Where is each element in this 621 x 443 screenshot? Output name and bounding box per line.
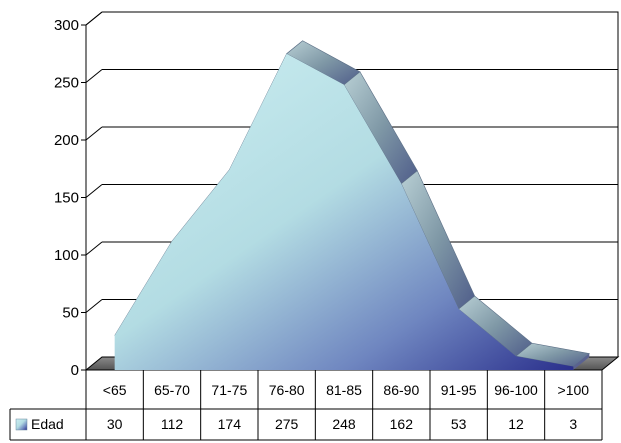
data-value-label: 53: [451, 416, 467, 432]
data-value-label: 275: [275, 416, 299, 432]
area-end-cap: [573, 353, 590, 370]
category-label: 65-70: [154, 382, 190, 398]
data-value-label: 162: [390, 416, 414, 432]
area-series: [114, 40, 591, 370]
data-value-label: 248: [332, 416, 356, 432]
gridline-depth: [85, 69, 103, 83]
y-tick-label: 100: [54, 247, 79, 264]
y-axis-depth: [85, 11, 103, 26]
data-table: <65 65-70 71-75 76-80 81-85 86-90 91-95 96-100 >…: [9, 370, 603, 441]
category-label: 91-95: [441, 382, 477, 398]
data-value-label: 112: [161, 416, 184, 432]
gridline-depth: [85, 241, 103, 256]
category-label: 96-100: [494, 382, 538, 398]
category-label: 81-85: [326, 382, 362, 398]
y-tick-label: 50: [62, 305, 79, 322]
y-axis-ticks: 0 50 100 150 200 250 300: [54, 17, 86, 379]
data-value-label: 3: [569, 416, 577, 432]
gridline-depth: [85, 126, 103, 141]
category-label: 71-75: [211, 382, 247, 398]
area-front-face: [114, 53, 574, 370]
category-label: >100: [558, 382, 590, 398]
y-tick-label: 0: [71, 362, 79, 379]
category-label: <65: [103, 382, 127, 398]
data-value-label: 174: [218, 416, 242, 432]
legend-swatch: [15, 418, 28, 431]
data-value-label: 30: [107, 416, 123, 432]
category-label: 86-90: [383, 382, 419, 398]
y-tick-label: 200: [54, 132, 79, 149]
gridline-depth: [85, 299, 103, 313]
y-tick-label: 300: [54, 17, 79, 34]
gridline-depth: [85, 184, 103, 198]
legend-label: Edad: [31, 416, 64, 432]
y-tick-label: 250: [54, 75, 79, 92]
y-tick-label: 150: [54, 190, 79, 207]
data-value-label: 12: [508, 416, 524, 432]
category-label: 76-80: [269, 382, 305, 398]
